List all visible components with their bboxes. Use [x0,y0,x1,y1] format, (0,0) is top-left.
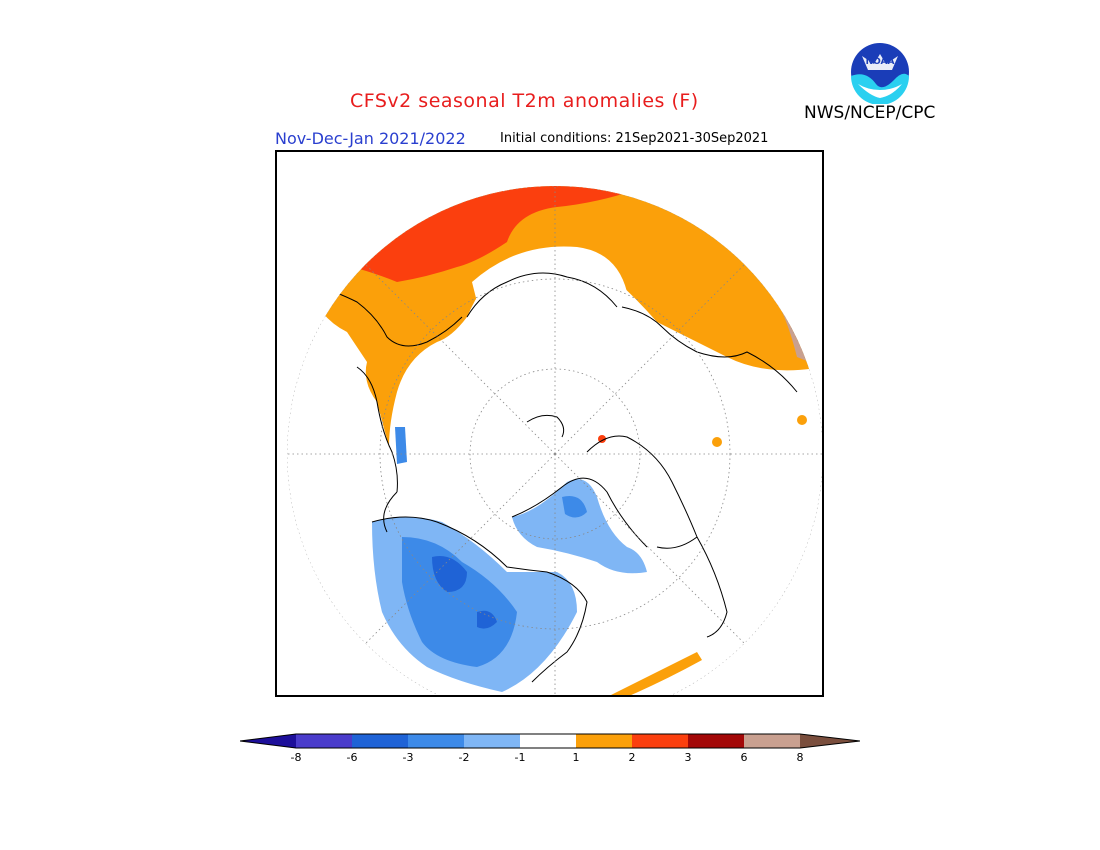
map-title: CFSv2 seasonal T2m anomalies (F) [350,90,699,112]
legend-swatch [408,734,464,748]
legend-swatch [744,734,800,748]
legend-swatch [520,734,576,748]
legend-swatch [576,734,632,748]
anomaly-region-warm-atlantic [607,652,702,695]
legend-label: 2 [628,751,636,764]
legend-swatch [688,734,744,748]
color-legend [239,730,861,756]
legend-label: -3 [402,751,414,764]
legend-label: 1 [572,751,580,764]
legend-swatch-below-min [240,734,296,748]
polar-map [275,150,824,697]
legend-swatch-above-max [800,734,860,748]
legend-label: 8 [796,751,804,764]
legend-label: -6 [346,751,358,764]
organization-label: NWS/NCEP/CPC [804,103,936,123]
legend-label: 6 [740,751,748,764]
legend-swatch [632,734,688,748]
legend-swatch [352,734,408,748]
legend-label: -2 [458,751,470,764]
season-label: Nov-Dec-Jan 2021/2022 [275,129,466,148]
legend-swatch [296,734,352,748]
noaa-logo-text: NOAA [866,57,895,67]
legend-swatch [464,734,520,748]
legend-label: -8 [290,751,302,764]
anomaly-region-cold-core [402,537,517,667]
legend-label: 3 [684,751,692,764]
noaa-logo: NOAA [848,40,912,105]
initial-conditions-label: Initial conditions: 21Sep2021-30Sep2021 [500,131,769,146]
legend-label: -1 [514,751,526,764]
